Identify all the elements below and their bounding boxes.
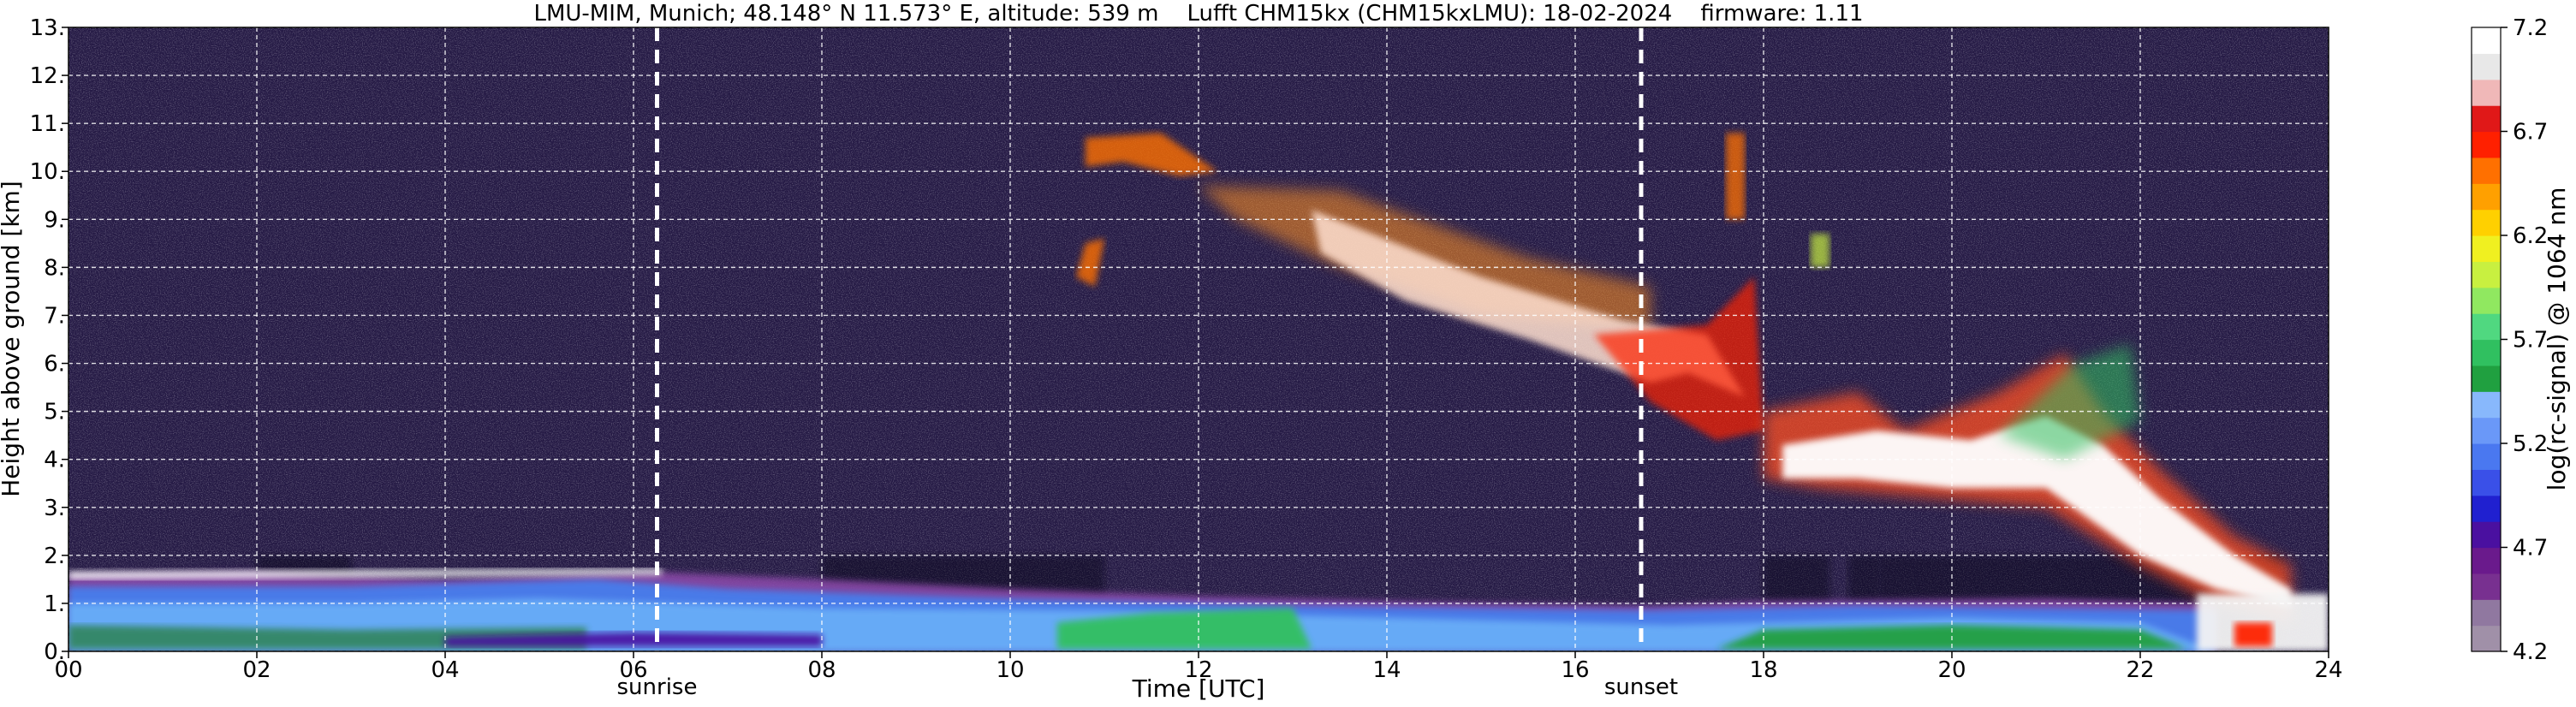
x-tick-label: 10 xyxy=(996,657,1024,683)
y-tick-label: 7. xyxy=(44,303,65,329)
cloud-deck-core xyxy=(1782,416,2291,609)
colorbar-swatch xyxy=(2472,469,2501,496)
x-tick-label: 20 xyxy=(1937,657,1966,683)
colorbar-tick-label: 4.7 xyxy=(2513,536,2548,561)
colorbar-swatch xyxy=(2472,53,2501,80)
event-marker-label: sunset xyxy=(1604,674,1678,700)
colorbar: 4.2 4.7 5.2 5.7 6.2 6.7 7.2 xyxy=(2471,15,2548,665)
colorbar-swatch xyxy=(2472,261,2501,288)
boundary-layer-green-a xyxy=(1057,608,1312,650)
colorbar-swatch xyxy=(2472,495,2501,522)
colorbar-swatch xyxy=(2472,573,2501,600)
cloud-features xyxy=(68,133,2329,651)
colorbar-tick-label: 7.2 xyxy=(2513,15,2548,41)
y-tick-label: 3. xyxy=(44,496,65,521)
x-tick-label: 12 xyxy=(1184,657,1212,683)
x-tick-label: 14 xyxy=(1372,657,1401,683)
colorbar-swatch xyxy=(2472,27,2501,54)
colorbar-swatch xyxy=(2472,183,2501,211)
colorbar-tick-label: 6.2 xyxy=(2513,223,2548,249)
y-tick-label: 10. xyxy=(30,159,65,185)
colorbar-swatch xyxy=(2472,339,2501,366)
x-tick-label: 22 xyxy=(2126,657,2154,683)
x-tick-label: 00 xyxy=(54,657,82,683)
x-tick-label: 06 xyxy=(619,657,647,683)
colorbar-tick-label: 6.7 xyxy=(2513,120,2548,146)
y-tick-label: 2. xyxy=(44,544,65,569)
plot-area: sunrise sunset xyxy=(68,27,2329,700)
cloud-deck-bottom xyxy=(2197,593,2329,651)
cirrus-red-edge xyxy=(1594,276,1764,441)
y-tick-label: 1. xyxy=(44,591,65,617)
chart-title: LMU-MIM, Munich; 48.148° N 11.573° E, al… xyxy=(533,1,1863,27)
cirrus-small-streak xyxy=(1076,238,1104,287)
y-tick-label: 12. xyxy=(30,63,65,89)
x-tick-label: 16 xyxy=(1561,657,1589,683)
colorbar-swatch xyxy=(2472,105,2501,133)
colorbar-swatch xyxy=(2472,287,2501,314)
colorbar-swatch xyxy=(2472,417,2501,444)
colorbar-swatch xyxy=(2472,521,2501,549)
y-axis-ticks: 0. 1. 2. 3. 4. 5. 6. 7. 8. 9. 10. 11. 12. 13. xyxy=(30,15,68,665)
x-tick-label: 08 xyxy=(807,657,836,683)
y-tick-label: 8. xyxy=(44,255,65,281)
cloud-column-2 xyxy=(1811,234,1829,268)
colorbar-swatch xyxy=(2472,443,2501,470)
x-axis-ticks: 00 02 04 06 08 10 12 14 16 18 20 22 24 xyxy=(54,651,2343,683)
colorbar-swatch xyxy=(2472,365,2501,392)
colorbar-swatch xyxy=(2472,131,2501,158)
y-tick-label: 0. xyxy=(44,639,65,665)
x-tick-label: 04 xyxy=(431,657,459,683)
colorbar-swatch xyxy=(2472,235,2501,262)
colorbar-swatch xyxy=(2472,313,2501,341)
cloud-column-1 xyxy=(1726,133,1745,220)
colorbar-swatch xyxy=(2472,391,2501,419)
y-tick-label: 5. xyxy=(44,400,65,425)
colorbar-swatch xyxy=(2472,209,2501,236)
event-marker-label: sunrise xyxy=(617,674,698,700)
event-markers: sunrise sunset xyxy=(617,27,1678,700)
y-tick-label: 13. xyxy=(30,15,65,41)
colorbar-tick-label: 5.2 xyxy=(2513,431,2548,457)
colorbar-label: log(rc-signal) @ 1064 nm xyxy=(2543,187,2571,491)
y-tick-label: 6. xyxy=(44,352,65,377)
y-tick-label: 9. xyxy=(44,207,65,233)
colorbar-swatch xyxy=(2472,599,2501,627)
y-tick-label: 4. xyxy=(44,448,65,473)
colorbar-tick-label: 5.7 xyxy=(2513,328,2548,354)
boundary-layer-white-line xyxy=(68,568,662,579)
y-tick-label: 11. xyxy=(30,111,65,137)
colorbar-swatch xyxy=(2472,625,2501,652)
cloud-deck-red-spot xyxy=(2234,622,2272,647)
x-axis-label: Time [UTC] xyxy=(1132,674,1265,703)
x-tick-label: 02 xyxy=(242,657,271,683)
y-axis-label: Height above ground [km] xyxy=(0,181,25,497)
x-tick-label: 24 xyxy=(2314,657,2342,683)
colorbar-tick-label: 4.2 xyxy=(2513,639,2548,665)
colorbar-swatch xyxy=(2472,547,2501,574)
cloud-deck-green xyxy=(1999,344,2140,460)
grid-lines xyxy=(68,27,2329,652)
colorbar-swatch xyxy=(2472,79,2501,106)
x-tick-label: 18 xyxy=(1749,657,1777,683)
cirrus-top-streak xyxy=(1086,133,1217,176)
colorbar-swatch xyxy=(2472,157,2501,184)
